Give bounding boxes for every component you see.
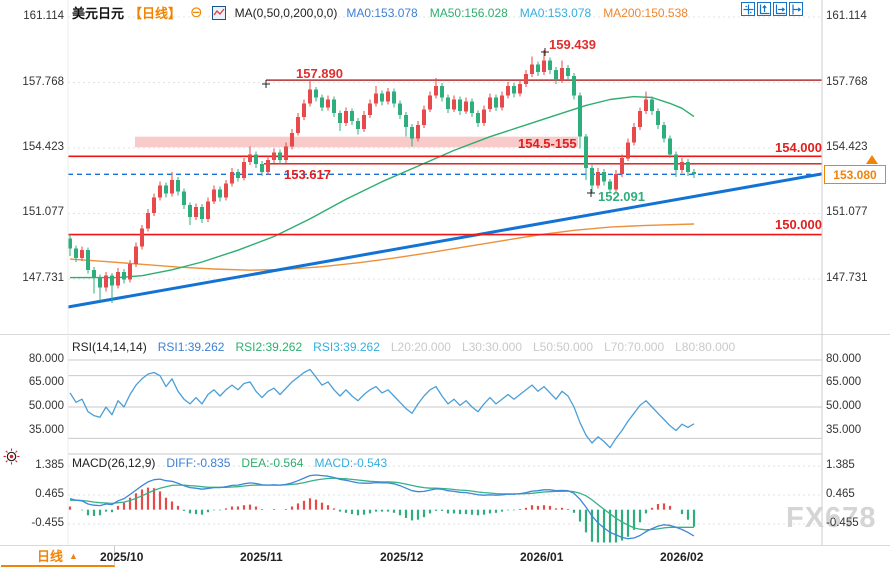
main-chart-header: 美元日元 【日线】 ⊖ MA(0,50,0,200,0,0) MA0:153.0… [72,3,688,22]
price-axis-tick: 151.077 [22,206,64,219]
month-label: 2025/12 [380,550,424,564]
macd-header: MACD(26,12,9) DIFF:-0.835 DEA:-0.564 MACD:-… [72,456,387,470]
chart-toolbar [741,2,803,16]
anchor-cross [541,48,549,56]
macd-axis-tick: 0.465 [35,488,64,500]
price-annotation-label: 152.091 [598,189,645,204]
price-annotation-label: 153.617 [284,167,331,182]
bottom-bar: 日线 ▲ 2025/10 2025/11 2025/12 2026/01 2026/02 [0,545,890,567]
macd-histogram [68,487,696,543]
period-tab-label: 日线 [37,549,64,564]
macd-axis-tick: 1.385 [35,459,64,471]
ma-value: MA50:156.028 [429,5,508,20]
rsi-header-item: L80:80.000 [675,340,736,354]
period-badge: 【日线】 [129,6,182,21]
move-tool-icon[interactable] [741,2,755,16]
rsi-line [69,368,695,449]
macd-header-item: DIFF:-0.835 [166,456,231,470]
macd-header-item: MACD(26,12,9) [72,456,156,470]
anchor-cross [587,189,595,197]
price-axis-tick: 151.077 [826,206,868,219]
price-axis-tick: 157.768 [22,75,64,88]
rsi-axis-tick: 35.000 [826,423,862,436]
zoom-x-axis-icon[interactable] [773,2,787,16]
anchor-cross [262,80,270,88]
month-label: 2026/01 [520,550,564,564]
price-axis-tick: 161.114 [826,10,867,22]
rsi-header-item: L70:70.000 [604,340,665,354]
price-axis-tick: 154.423 [826,140,868,153]
rsi-axis-tick: 50.000 [826,400,862,412]
rsi-axis-tick: 50.000 [28,400,64,412]
rsi-header-item: L20:20.000 [390,340,451,354]
macd-diff-line [69,474,695,540]
macd-axis-tick: -0.455 [826,517,859,529]
candles [68,49,696,304]
zoom-y-axis-icon[interactable] [757,2,771,16]
rsi-header-item: RSI3:39.262 [313,340,380,354]
price-annotation-label: 154.000 [775,140,822,155]
month-label: 2026/02 [660,550,704,564]
symbol-name: 美元日元 [72,6,125,21]
watermark: FX678 [786,502,877,534]
price-annotation-label: 157.890 [296,66,343,81]
price-axis-tick: 161.114 [23,10,64,22]
price-up-arrow-icon [866,155,878,164]
price-axis-tick: 147.731 [22,271,64,284]
ma-value: MA0:153.078 [346,5,418,20]
macd-axis-tick: 1.385 [826,459,855,471]
macd-header-item: MACD:-0.543 [314,456,388,470]
rsi-header-item: L30:30.000 [461,340,522,354]
ma-value: MA0:153.078 [519,5,592,20]
macd-axis-tick: 0.465 [826,488,855,500]
macd-axis-tick: -0.455 [31,517,64,529]
chart-type-icon[interactable] [211,5,226,20]
resistance-zone [135,136,578,148]
price-axis-tick: 147.731 [826,271,868,284]
rsi-header-item: RSI1:39.262 [157,340,225,354]
rsi-header: RSI(14,14,14) RSI1:39.262 RSI2:39.262 RSI3:… [72,340,735,354]
collapse-icon[interactable]: ⊖ [190,4,203,21]
month-label: 2025/11 [240,550,283,564]
trendline [67,172,823,309]
macd-header-item: DEA:-0.564 [241,456,304,470]
price-annotation-label: 159.439 [549,37,596,52]
price-axis-tick: 154.423 [22,140,64,153]
period-tab-caret-icon: ▲ [69,550,78,561]
rsi-axis-tick: 65.000 [28,376,64,389]
rsi-header-item: RSI2:39.262 [235,340,303,354]
rsi-axis-tick: 80.000 [826,352,862,365]
macd-dea-line [70,477,695,531]
rsi-header-item: L50:50.000 [533,340,594,354]
last-price-box: 153.080 [824,165,886,184]
ma-settings-label: MA(0,50,0,200,0,0) [234,5,338,20]
rsi-header-item: RSI(14,14,14) [72,340,147,354]
price-annotation-label: 154.5-155 [518,136,577,151]
ma-value: MA200:150.538 [603,5,688,20]
ma-values: MA0:153.078 MA50:156.028 MA0:153.078 MA200:… [346,6,688,20]
rsi-axis-tick: 65.000 [826,376,862,389]
rsi-axis-tick: 35.000 [28,423,64,436]
rsi-axis-tick: 80.000 [28,352,64,365]
pan-right-icon[interactable] [789,2,803,16]
indicator-sun-icon[interactable] [3,448,20,470]
month-label: 2025/10 [100,550,144,564]
price-annotation-label: 150.000 [775,217,822,232]
price-axis-tick: 157.768 [826,75,868,88]
period-tab[interactable]: 日线 ▲ [1,546,115,567]
